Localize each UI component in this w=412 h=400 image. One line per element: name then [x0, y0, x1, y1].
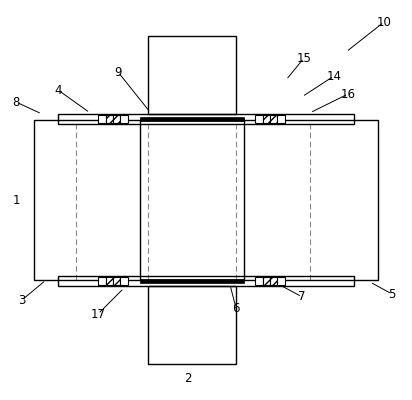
Text: 5: 5 — [389, 288, 396, 300]
Text: 7: 7 — [298, 290, 306, 303]
Bar — [148, 36, 236, 114]
Bar — [263, 277, 270, 286]
Bar — [148, 286, 236, 364]
Bar — [113, 277, 120, 286]
Text: 15: 15 — [297, 52, 311, 64]
Bar — [106, 114, 113, 123]
Bar — [140, 279, 244, 283]
Text: 3: 3 — [18, 294, 26, 306]
Bar — [277, 277, 285, 286]
Bar — [255, 277, 263, 286]
Bar — [140, 117, 244, 121]
Bar — [98, 277, 106, 286]
Text: 8: 8 — [12, 96, 20, 108]
Bar — [58, 114, 354, 124]
Text: 1: 1 — [12, 194, 20, 206]
Bar — [106, 277, 113, 286]
Bar — [58, 276, 354, 286]
Text: 10: 10 — [377, 16, 391, 28]
Bar — [270, 277, 277, 286]
Bar — [140, 120, 244, 280]
Text: 2: 2 — [184, 372, 192, 384]
Bar — [120, 114, 129, 123]
Bar — [120, 277, 129, 286]
Bar — [98, 114, 106, 123]
Text: 6: 6 — [232, 302, 240, 314]
Text: 16: 16 — [340, 88, 356, 100]
Bar — [263, 114, 270, 123]
Bar — [277, 114, 285, 123]
Text: 9: 9 — [114, 66, 122, 78]
Bar — [255, 114, 263, 123]
Text: 4: 4 — [54, 84, 62, 96]
Bar — [34, 120, 378, 280]
Bar — [113, 114, 120, 123]
Text: 14: 14 — [326, 70, 342, 82]
Bar — [270, 114, 277, 123]
Text: 17: 17 — [91, 308, 105, 320]
